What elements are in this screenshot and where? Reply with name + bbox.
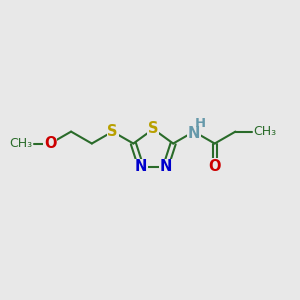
Text: CH₃: CH₃ xyxy=(9,137,32,150)
Text: N: N xyxy=(135,159,147,174)
Text: CH₃: CH₃ xyxy=(254,125,277,138)
Text: O: O xyxy=(208,159,221,174)
Text: S: S xyxy=(148,121,158,136)
Text: H: H xyxy=(195,117,206,130)
Text: S: S xyxy=(107,124,118,139)
Text: O: O xyxy=(44,136,57,151)
Text: N: N xyxy=(159,159,172,174)
Text: N: N xyxy=(188,126,200,141)
